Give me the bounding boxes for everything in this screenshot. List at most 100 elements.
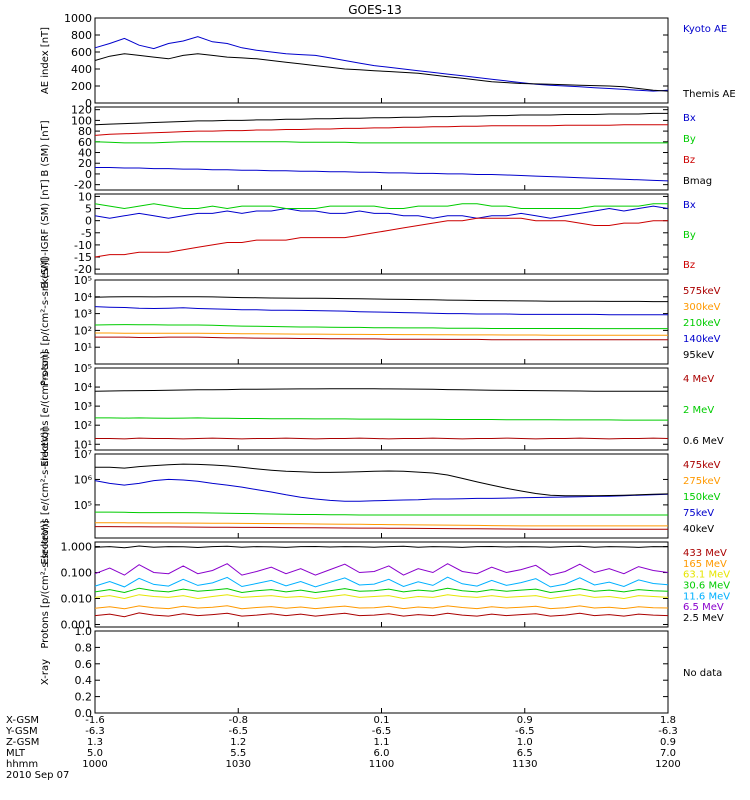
axis-row-value: 1000: [82, 759, 107, 770]
series-line-3: [94, 587, 669, 594]
ytick-label: 80: [78, 125, 92, 138]
axis-row-value: 1200: [655, 759, 680, 770]
series-line-0: [95, 437, 669, 440]
series-line-3: [94, 112, 668, 126]
ytick-label: 10: [78, 190, 92, 203]
series-line-1: [94, 203, 668, 210]
ytick-label: 800: [71, 29, 92, 42]
series-line-1: [94, 53, 669, 92]
legend-entry: Bz: [683, 260, 695, 271]
ytick-label: 10⁶: [74, 473, 93, 486]
axis-row-label: X-GSM: [6, 715, 39, 726]
ytick-label: 10⁵: [74, 274, 92, 287]
series-line-0: [94, 612, 669, 618]
axis-row-value: 6.5: [517, 748, 533, 759]
series-line-1: [95, 332, 668, 336]
ytick-label: -5: [81, 227, 92, 240]
ytick-label: 0.0: [75, 707, 93, 720]
ylabel: Electrons [e/(cm²-s-sr-keV)]: [40, 427, 51, 564]
legend-entry: 40keV: [683, 524, 714, 535]
panel-frame: [94, 193, 669, 275]
panel-4: 10¹ 10² 10³ 10⁴ 10⁵ Electrons [e/(cm²-s-sr)] 4…: [40, 351, 724, 467]
ylabel: Protons [p/(cm²-s-sr-keV)]: [40, 258, 51, 386]
ytick-label: -20: [74, 179, 92, 192]
axis-row-value: 1030: [226, 759, 251, 770]
date-label: 2010 Sep 07: [6, 770, 69, 781]
legend-entry: 475keV: [683, 460, 721, 471]
ylabel: X-ray: [40, 659, 51, 685]
axis-row-value: -0.8: [228, 715, 248, 726]
ytick-label: 10³: [74, 400, 92, 413]
series-line-1: [95, 417, 668, 421]
ylabel: Protons [p/(cm²-s-sr-keV)]: [40, 520, 51, 648]
axis-row-value: -1.6: [85, 715, 105, 726]
legend-entry: 2.5 MeV: [683, 613, 724, 624]
ytick-label: 1.000: [61, 541, 93, 554]
axis-row-value: 1130: [512, 759, 537, 770]
axis-row-label: MLT: [6, 748, 26, 759]
no-data-note: No data: [683, 668, 722, 679]
series-line-2: [94, 217, 668, 258]
axis-row-label: Y-GSM: [5, 726, 38, 737]
ytick-label: 60: [78, 136, 92, 149]
ytick-label: 600: [71, 46, 92, 59]
legend-entry: 433 MeV: [683, 548, 727, 559]
series-line-4: [94, 576, 669, 588]
series-line-0: [95, 167, 669, 182]
ytick-label: 10³: [74, 308, 92, 321]
bottom-axis: X-GSM -1.6 -0.8 0.1 0.9 1.8 Y-GSM -6.3 -6.5 -6.5 -…: [5, 715, 681, 781]
legend-entry: 95keV: [683, 350, 714, 361]
ytick-label: 10⁷: [74, 448, 92, 461]
ytick-label: 100: [71, 114, 92, 127]
legend-entry: 165 MeV: [683, 559, 727, 570]
panel-0: 0 200 400 600 800 1000 AE index [nT] Kyoto AE Th…: [40, 12, 736, 110]
ytick-label: 10¹: [74, 438, 92, 451]
axis-row-value: 1.0: [517, 737, 533, 748]
series-line-4: [94, 296, 668, 303]
legend-entry: Bx: [683, 113, 696, 124]
axis-row-value: -6.5: [515, 726, 535, 737]
ytick-label: 1.0: [75, 625, 93, 638]
series-line-0: [94, 36, 669, 92]
ytick-label: 0.100: [61, 567, 93, 580]
legend-entry: Bz: [683, 155, 695, 166]
ytick-label: 20: [78, 157, 92, 170]
series-line-3: [94, 306, 668, 316]
ytick-label: 5: [85, 203, 92, 216]
axis-row-value: 0.1: [374, 715, 390, 726]
axis-row-value: 1.3: [87, 737, 103, 748]
legend-entry: Themis AE: [682, 89, 736, 100]
panel-frame: [94, 279, 669, 365]
ytick-label: 1000: [64, 12, 92, 25]
ytick-label: 10⁴: [74, 291, 93, 304]
panel-5: 10⁵ 10⁶ 10⁷ Electrons [e/(cm²-s-sr-keV)] 475…: [40, 427, 721, 564]
axis-row-value: -6.3: [658, 726, 678, 737]
panel-6: 0.001 0.010 0.100 1.000 Protons [p/(cm²-s-sr…: [40, 520, 730, 648]
series-line-4: [95, 463, 669, 497]
axis-row-value: 5.0: [87, 748, 103, 759]
ytick-label: 10¹: [74, 341, 92, 354]
legend-entry: 75keV: [683, 508, 714, 519]
axis-row-label: hhmm: [6, 759, 38, 770]
series-line-2: [94, 124, 668, 136]
series-line-3: [94, 478, 669, 502]
axis-row-value: 7.0: [660, 748, 676, 759]
ytick-label: -20: [74, 263, 92, 276]
axis-row-value: 1.1: [374, 737, 390, 748]
series-line-2: [94, 594, 669, 600]
series-line-5: [94, 563, 669, 576]
series-line-6: [94, 545, 669, 549]
ytick-label: 400: [71, 63, 92, 76]
ytick-label: 10⁵: [74, 362, 92, 375]
series-line-2: [95, 511, 668, 516]
series-line-0: [94, 205, 669, 219]
ytick-label: -15: [74, 251, 92, 264]
series-line-0: [95, 526, 668, 530]
legend-entry: 275keV: [683, 476, 721, 487]
ytick-label: 0.6: [75, 658, 93, 671]
axis-row-value: 1.8: [660, 715, 676, 726]
ytick-label: 0.2: [75, 691, 93, 704]
ytick-label: 10⁴: [74, 381, 93, 394]
legend-entry: 150keV: [683, 492, 721, 503]
